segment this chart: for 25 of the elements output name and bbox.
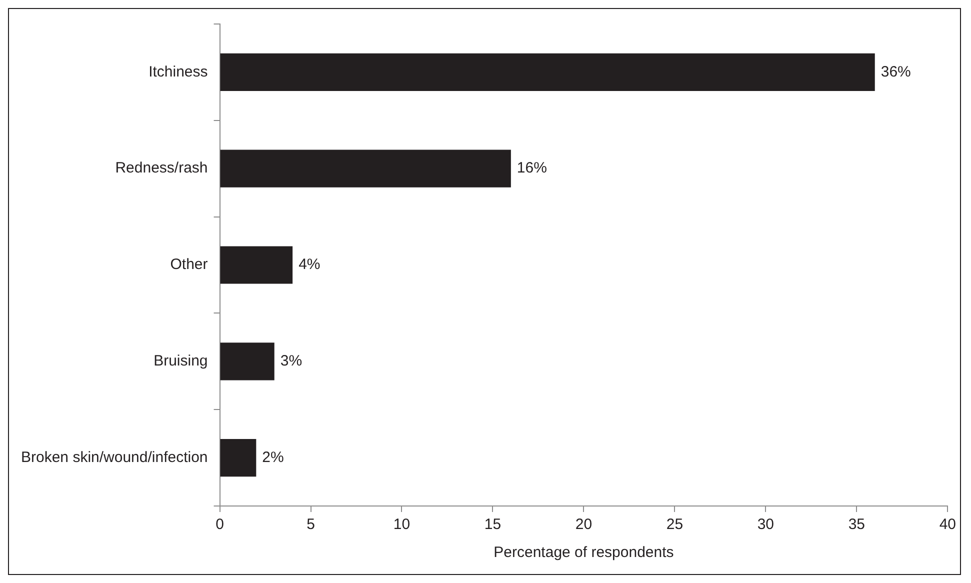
x-tick-label: 15 (484, 516, 502, 534)
x-tick-label: 0 (216, 516, 224, 534)
data-label: 4% (298, 256, 320, 274)
data-label: 16% (516, 160, 547, 177)
data-label: 3% (280, 352, 302, 370)
bar (220, 150, 511, 188)
bar (220, 342, 274, 380)
bar (220, 246, 293, 284)
x-tick-label: 25 (666, 516, 684, 534)
y-tick-label: Itchiness (148, 63, 208, 80)
y-tick-label: Broken skin/wound/infection (20, 448, 208, 466)
data-label: 2% (262, 448, 284, 466)
x-tick-label: 20 (575, 516, 592, 534)
y-tick-label: Redness/rash (115, 160, 208, 177)
x-axis-title: Percentage of respondents (494, 544, 674, 562)
x-tick-label: 10 (393, 516, 410, 534)
data-label: 36% (880, 63, 911, 80)
x-tick-label: 30 (757, 516, 774, 534)
x-tick-label: 5 (306, 516, 315, 534)
x-tick-label: 40 (939, 516, 956, 534)
x-tick-label: 35 (848, 516, 866, 534)
y-tick-label: Other (170, 256, 208, 274)
bar (220, 53, 875, 91)
y-tick-label: Bruising (154, 352, 208, 370)
bar (220, 439, 256, 477)
